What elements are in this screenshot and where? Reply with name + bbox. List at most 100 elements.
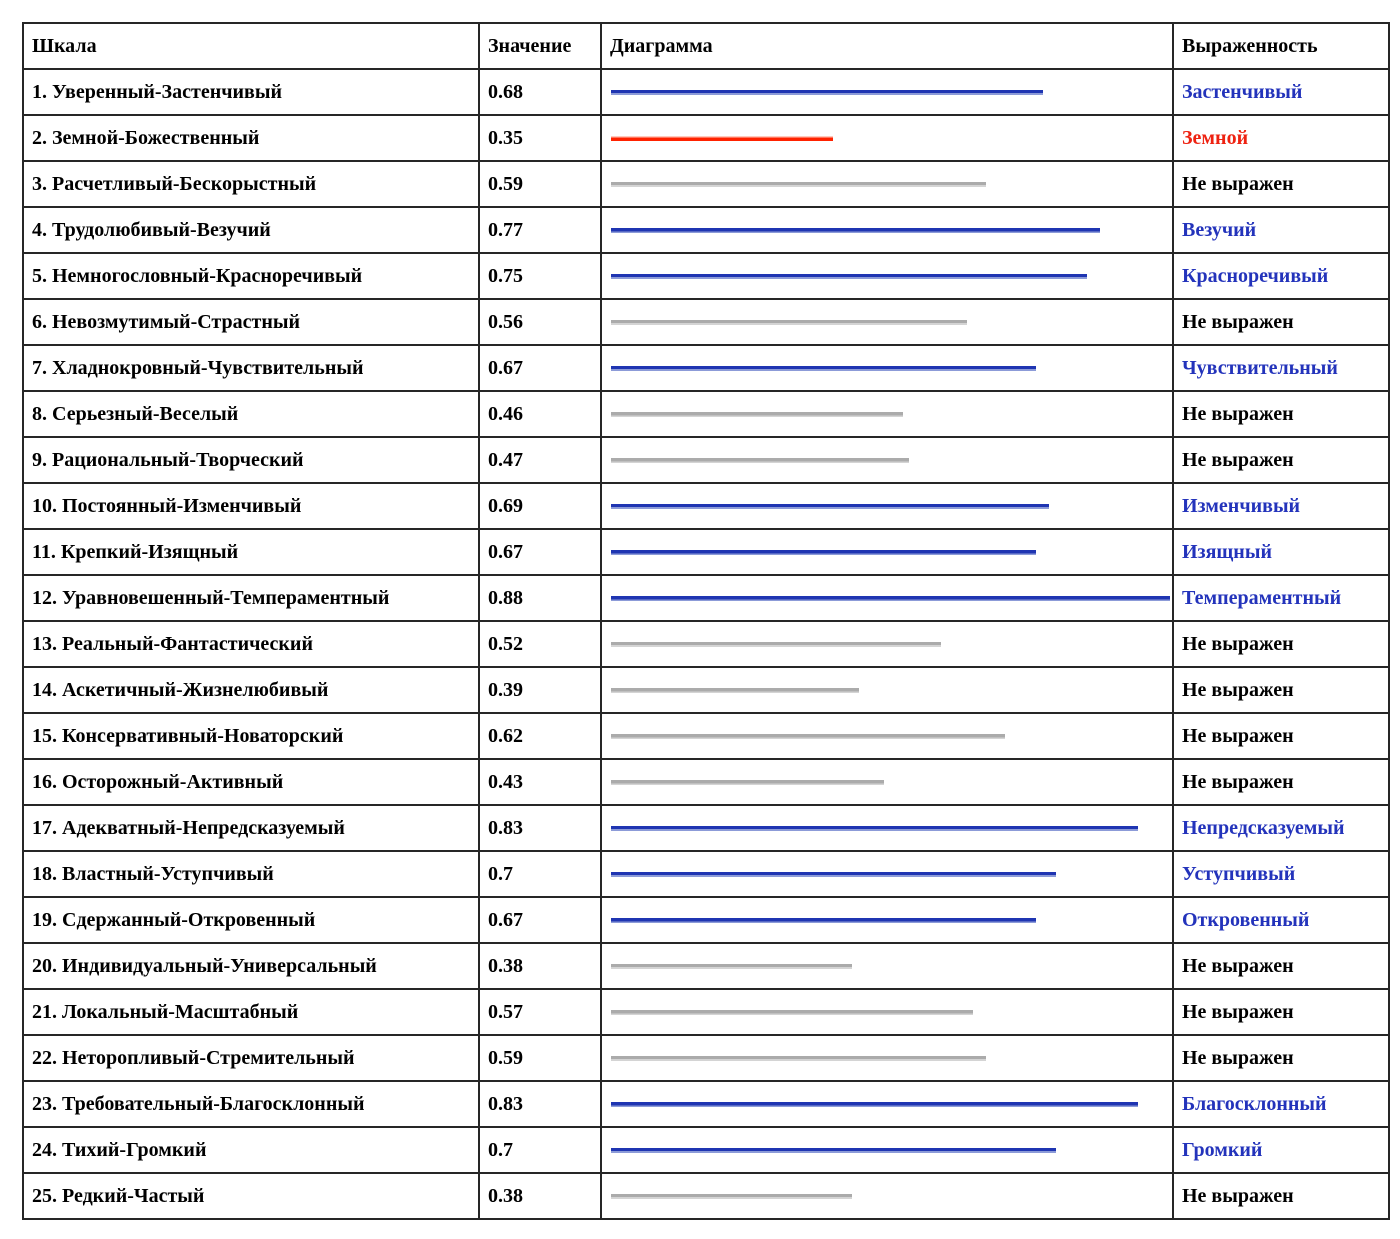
diagram-bar [611,733,1005,739]
diagram-bar [611,135,833,141]
personality-scales-table: Шкала Значение Диаграмма Выраженность 1.… [22,22,1390,1220]
value-cell: 0.7 [478,850,602,898]
diagram-cell [600,574,1174,622]
diagram-cell [600,528,1174,576]
expression-cell: Не выражен [1172,758,1390,806]
scale-name-cell: 9. Рациональный-Творческий [22,436,480,484]
value-cell: 0.52 [478,620,602,668]
value-cell: 0.7 [478,1126,602,1174]
diagram-bar [611,273,1087,279]
scale-name-cell: 2. Земной-Божественный [22,114,480,162]
diagram-bar [611,1055,986,1061]
diagram-cell [600,390,1174,438]
scale-name-cell: 21. Локальный-Масштабный [22,988,480,1036]
expression-cell: Не выражен [1172,1034,1390,1082]
scale-name-cell: 4. Трудолюбивый-Везучий [22,206,480,254]
table-row: 4. Трудолюбивый-Везучий 0.77 Везучий [22,206,1390,254]
diagram-bar [611,779,884,785]
table-row: 22. Неторопливый-Стремительный 0.59 Не в… [22,1034,1390,1082]
diagram-cell [600,896,1174,944]
table-row: 7. Хладнокровный-Чувствительный 0.67 Чув… [22,344,1390,392]
table-row: 11. Крепкий-Изящный 0.67 Изящный [22,528,1390,576]
scale-name-cell: 1. Уверенный-Застенчивый [22,68,480,116]
value-cell: 0.68 [478,68,602,116]
value-cell: 0.46 [478,390,602,438]
scale-name-cell: 11. Крепкий-Изящный [22,528,480,576]
value-cell: 0.88 [478,574,602,622]
expression-cell: Непредсказуемый [1172,804,1390,852]
table-row: 3. Расчетливый-Бескорыстный 0.59 Не выра… [22,160,1390,208]
scale-name-cell: 8. Серьезный-Веселый [22,390,480,438]
value-cell: 0.57 [478,988,602,1036]
column-header-diagram: Диаграмма [600,22,1174,70]
expression-cell: Изящный [1172,528,1390,576]
expression-cell: Везучий [1172,206,1390,254]
diagram-bar [611,411,903,417]
diagram-bar [611,687,859,693]
scale-name-cell: 22. Неторопливый-Стремительный [22,1034,480,1082]
table-row: 8. Серьезный-Веселый 0.46 Не выражен [22,390,1390,438]
scale-name-cell: 12. Уравновешенный-Темпераментный [22,574,480,622]
scale-name-cell: 23. Требовательный-Благосклонный [22,1080,480,1128]
table-row: 9. Рациональный-Творческий 0.47 Не выраж… [22,436,1390,484]
table-row: 5. Немногословный-Красноречивый 0.75 Кра… [22,252,1390,300]
diagram-cell [600,712,1174,760]
diagram-bar [611,595,1170,601]
value-cell: 0.67 [478,528,602,576]
diagram-bar [611,319,967,325]
diagram-cell [600,666,1174,714]
table-row: 12. Уравновешенный-Темпераментный 0.88 Т… [22,574,1390,622]
scale-name-cell: 24. Тихий-Громкий [22,1126,480,1174]
diagram-cell [600,1080,1174,1128]
diagram-bar [611,825,1138,831]
scale-name-cell: 10. Постоянный-Изменчивый [22,482,480,530]
value-cell: 0.62 [478,712,602,760]
table-row: 10. Постоянный-Изменчивый 0.69 Изменчивы… [22,482,1390,530]
scale-name-cell: 5. Немногословный-Красноречивый [22,252,480,300]
expression-cell: Не выражен [1172,666,1390,714]
diagram-cell [600,1034,1174,1082]
value-cell: 0.56 [478,298,602,346]
diagram-bar [611,963,852,969]
diagram-bar [611,1009,973,1015]
table-row: 19. Сдержанный-Откровенный 0.67 Откровен… [22,896,1390,944]
diagram-cell [600,1126,1174,1174]
scale-name-cell: 6. Невозмутимый-Страстный [22,298,480,346]
table-row: 16. Осторожный-Активный 0.43 Не выражен [22,758,1390,806]
table-row: 18. Властный-Уступчивый 0.7 Уступчивый [22,850,1390,898]
diagram-cell [600,160,1174,208]
diagram-bar [611,917,1036,923]
scale-name-cell: 20. Индивидуальный-Универсальный [22,942,480,990]
scale-name-cell: 25. Редкий-Частый [22,1172,480,1220]
column-header-scale: Шкала [22,22,480,70]
scale-name-cell: 7. Хладнокровный-Чувствительный [22,344,480,392]
column-header-value: Значение [478,22,602,70]
scale-name-cell: 19. Сдержанный-Откровенный [22,896,480,944]
value-cell: 0.38 [478,942,602,990]
diagram-cell [600,298,1174,346]
scale-name-cell: 13. Реальный-Фантастический [22,620,480,668]
diagram-cell [600,436,1174,484]
value-cell: 0.43 [478,758,602,806]
expression-cell: Земной [1172,114,1390,162]
value-cell: 0.67 [478,344,602,392]
scale-name-cell: 14. Аскетичный-Жизнелюбивый [22,666,480,714]
diagram-bar [611,1193,852,1199]
table-row: 20. Индивидуальный-Универсальный 0.38 Не… [22,942,1390,990]
expression-cell: Чувствительный [1172,344,1390,392]
table-row: 13. Реальный-Фантастический 0.52 Не выра… [22,620,1390,668]
expression-cell: Благосклонный [1172,1080,1390,1128]
diagram-bar [611,1147,1056,1153]
diagram-cell [600,252,1174,300]
table-row: 2. Земной-Божественный 0.35 Земной [22,114,1390,162]
table-row: 17. Адекватный-Непредсказуемый 0.83 Непр… [22,804,1390,852]
expression-cell: Не выражен [1172,160,1390,208]
diagram-bar [611,641,941,647]
scale-name-cell: 16. Осторожный-Активный [22,758,480,806]
diagram-bar [611,871,1056,877]
table-row: 15. Консервативный-Новаторский 0.62 Не в… [22,712,1390,760]
diagram-bar [611,365,1036,371]
diagram-bar [611,1101,1138,1107]
expression-cell: Не выражен [1172,436,1390,484]
expression-cell: Темпераментный [1172,574,1390,622]
